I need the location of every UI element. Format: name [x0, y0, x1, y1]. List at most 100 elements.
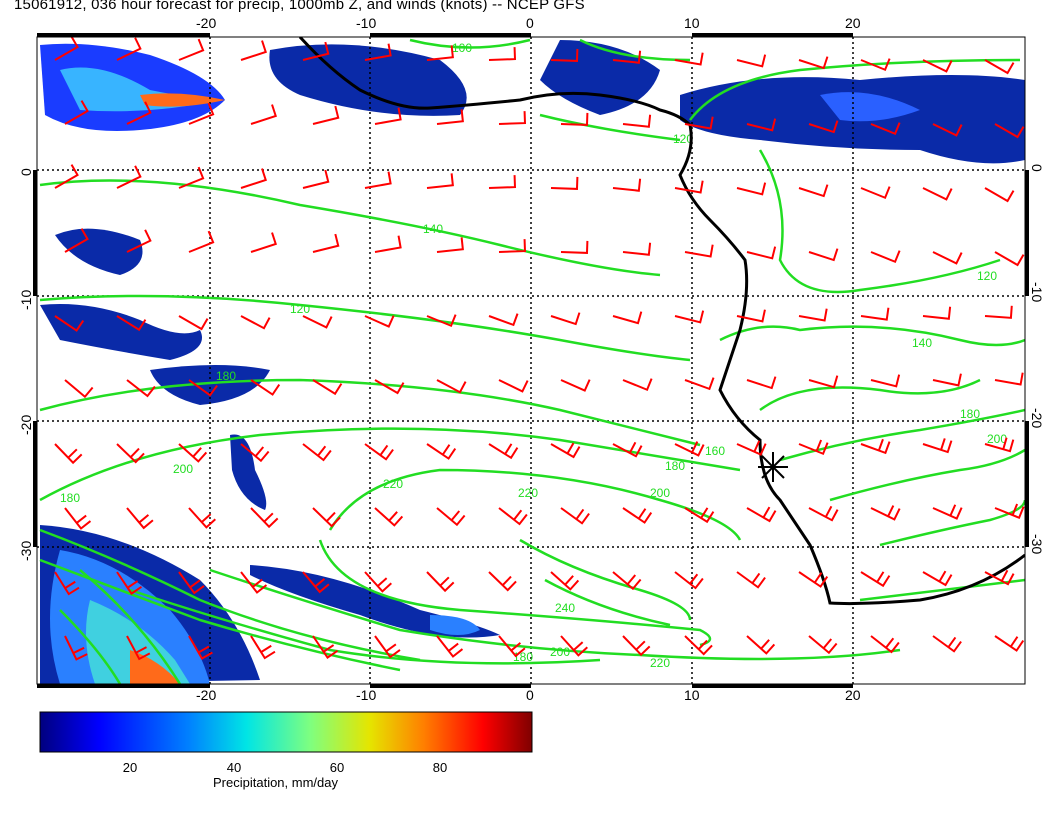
- wind-barb-icon: [302, 443, 332, 462]
- precipitation-field: [40, 40, 1025, 684]
- wind-barb-icon: [436, 109, 464, 125]
- wind-barb-icon: [488, 571, 517, 592]
- wind-barb-icon: [64, 635, 88, 661]
- wind-barb-icon: [364, 43, 392, 61]
- wind-barb-icon: [736, 182, 767, 196]
- contour-label: 180: [216, 369, 236, 383]
- map-title: 15061912, 036 hour forecast for precip, …: [14, 0, 585, 13]
- wind-barb-icon: [736, 309, 766, 323]
- wind-barb-icon: [178, 443, 208, 463]
- wind-barb-icon: [622, 378, 653, 392]
- wind-barb-icon: [426, 443, 457, 460]
- wind-barb-icon: [116, 571, 143, 595]
- contour-labels: 120 140 120 180 200 220 220 160 180 200 …: [60, 41, 1007, 670]
- y-tick-label: -20: [1029, 408, 1045, 428]
- contour-label: 120: [977, 269, 997, 283]
- wind-barb-icon: [922, 59, 953, 73]
- x-tick-label: 0: [526, 687, 534, 703]
- wind-barb-icon: [560, 379, 591, 392]
- contour-label: 140: [423, 222, 443, 236]
- wind-barb-icon: [498, 635, 526, 658]
- wind-barb-icon: [994, 635, 1025, 652]
- wind-barb-icon: [312, 379, 343, 396]
- wind-barb-icon: [932, 373, 962, 387]
- wind-barb-icon: [116, 443, 145, 464]
- wind-barb-icon: [126, 379, 156, 398]
- precip-area: [430, 615, 480, 635]
- wind-barb-icon: [560, 240, 589, 254]
- colorbar-tick-label: 20: [122, 760, 138, 775]
- wind-barb-icon: [302, 315, 333, 329]
- wind-barb-icon: [808, 120, 839, 134]
- y-axis-right: 0 -10 -20 -30: [1029, 164, 1045, 554]
- wind-barb-icon: [64, 228, 89, 253]
- wind-barb-icon: [932, 635, 962, 653]
- wind-barb-icon: [870, 635, 900, 654]
- wind-barb-icon: [870, 374, 901, 388]
- x-tick-label: 20: [845, 687, 861, 703]
- wind-barb-icon: [612, 441, 643, 458]
- wind-barb-icon: [984, 59, 1015, 75]
- wind-barb-icon: [684, 244, 714, 258]
- contour-label: 160: [705, 444, 725, 458]
- wind-barb-icon: [250, 379, 281, 396]
- wind-barb-icon: [250, 507, 279, 529]
- wind-barb-icon: [498, 507, 528, 526]
- wind-barb-icon: [984, 569, 1015, 586]
- x-tick-label: 10: [684, 15, 700, 31]
- wind-barb-icon: [994, 503, 1025, 520]
- wind-barb-icon: [674, 180, 704, 194]
- wind-barb-icon: [436, 237, 464, 253]
- wind-barb-icon: [674, 571, 704, 590]
- wind-barb-icon: [922, 306, 952, 320]
- wind-barb-icon: [64, 379, 94, 399]
- wind-barb-icon: [374, 379, 405, 395]
- wind-barb-icon: [240, 315, 271, 330]
- contour-label: 120: [673, 132, 693, 146]
- wind-barb-icon: [364, 315, 395, 328]
- wind-barb-icon: [126, 507, 154, 530]
- wind-barb-icon: [870, 250, 901, 264]
- wind-barb-icon: [488, 175, 517, 189]
- wind-barb-icon: [374, 635, 401, 659]
- contour-label: 180: [513, 650, 533, 664]
- wind-barb-icon: [984, 437, 1015, 453]
- y-tick-label: -30: [1029, 534, 1045, 554]
- y-tick-label: -20: [18, 415, 34, 435]
- wind-barb-icon: [426, 45, 454, 61]
- contour-label: 200: [173, 462, 193, 476]
- wind-barbs: [54, 37, 1025, 661]
- wind-barb-icon: [736, 440, 767, 456]
- wind-barb-icon: [922, 438, 953, 454]
- wind-barb-icon: [612, 311, 643, 325]
- frame-ticks: [33, 33, 1029, 688]
- wind-barb-icon: [426, 173, 454, 189]
- contour-label: 200: [650, 486, 670, 500]
- precip-area: [55, 228, 143, 275]
- wind-barb-icon: [126, 101, 152, 125]
- wind-barb-icon: [188, 102, 215, 125]
- wind-barb-icon: [436, 507, 466, 527]
- wind-barb-icon: [54, 315, 85, 332]
- wind-barb-icon: [374, 235, 402, 253]
- contour-label: 220: [650, 656, 670, 670]
- wind-barb-icon: [64, 507, 92, 530]
- wind-barb-icon: [116, 315, 147, 332]
- wind-barb-icon: [488, 313, 519, 327]
- wind-barb-icon: [188, 635, 213, 660]
- wind-barb-icon: [984, 305, 1013, 319]
- x-tick-label: 0: [526, 15, 534, 31]
- height-contours: [39, 38, 1025, 684]
- wind-barb-icon: [374, 107, 402, 125]
- wind-barb-icon: [808, 375, 839, 389]
- wind-barb-icon: [126, 635, 151, 661]
- precip-area: [269, 44, 467, 116]
- wind-barb-icon: [250, 104, 277, 125]
- wind-barb-icon: [808, 505, 839, 522]
- wind-barb-icon: [550, 571, 580, 591]
- contour-label: 180: [60, 491, 80, 505]
- wind-barb-icon: [54, 571, 80, 596]
- wind-barb-icon: [426, 314, 457, 328]
- y-tick-label: -30: [18, 541, 34, 561]
- wind-barb-icon: [612, 50, 642, 64]
